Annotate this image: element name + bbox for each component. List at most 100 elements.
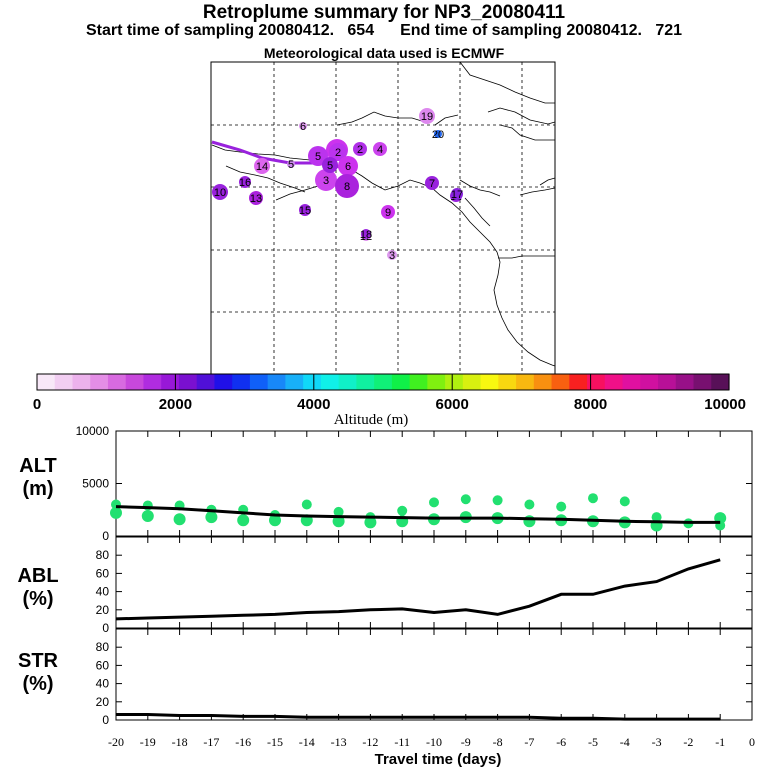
y-tick-label: 80: [96, 548, 110, 562]
plume-marker: 16: [239, 176, 251, 189]
x-axis-label: Travel time (days): [375, 751, 502, 768]
plume-marker-dot: [387, 250, 397, 260]
plume-altitude-point: [651, 512, 662, 523]
panel-alt: 0 5000 10000: [76, 424, 753, 543]
colorbar-cell: [374, 374, 393, 390]
plume-marker: 10: [212, 184, 228, 200]
plume-marker-label: 20: [432, 129, 444, 141]
colorbar-tick-label: 6000: [436, 396, 469, 413]
x-tick-label: -10: [426, 735, 442, 749]
plume-altitude-point: [110, 506, 122, 519]
plume-marker-label: 18: [360, 229, 372, 241]
colorbar-cell: [675, 374, 695, 390]
plume-altitude-point: [333, 506, 344, 517]
plume-markers: 122345567891011121314151617181920563: [212, 108, 463, 262]
plume-altitude-point: [556, 501, 567, 512]
colorbar-cell: [37, 374, 56, 390]
y-tick-label: 5000: [82, 477, 109, 491]
colorbar-tick-label: 8000: [574, 396, 607, 413]
panel-str: 0 20 40 60 80: [96, 628, 753, 727]
colorbar-tick-label: 4000: [297, 396, 330, 413]
y-tick-label: 20: [96, 603, 110, 617]
colorbar-cell: [480, 374, 499, 390]
plume-marker-dot: [381, 205, 395, 219]
start-label: Start time of sampling 20080412.: [85, 22, 335, 39]
plume-marker-dot: [419, 108, 435, 124]
plume-marker-dot: [254, 158, 270, 174]
plume-altitude-point: [429, 497, 439, 508]
plume-marker: 13: [249, 191, 263, 205]
plume-marker: 14: [254, 158, 270, 174]
plume-marker-label: 13: [250, 193, 262, 205]
colorbar-cell: [249, 374, 269, 390]
plume-marker-label: 5: [327, 160, 333, 172]
colorbar-cell: [640, 374, 659, 390]
colorbar-cell: [107, 374, 127, 390]
plume-marker-dot: [299, 122, 307, 130]
x-tick-label: -15: [267, 735, 283, 749]
plume-marker-label: 8: [344, 181, 350, 193]
end-value: 721: [655, 22, 683, 39]
x-tick-label: -20: [108, 735, 124, 749]
plume-marker-dot: [361, 229, 371, 239]
plume-marker-dot: [322, 157, 338, 173]
x-tick-label: -6: [556, 735, 566, 749]
map-frame: [210, 61, 556, 375]
plume-marker-label: 3: [389, 250, 395, 262]
plume-altitude-point: [332, 515, 345, 528]
x-tick-label: -18: [172, 735, 188, 749]
end-label: End time of sampling 20080412.: [400, 22, 642, 39]
colorbar-cell: [604, 374, 624, 390]
plume-marker-label: 4: [377, 144, 383, 156]
plume-marker-label: 17: [451, 189, 463, 201]
plume-marker-dot: [329, 143, 347, 161]
plume-altitude-point: [301, 499, 312, 510]
colorbar-cell: [125, 374, 145, 390]
colorbar-cell: [90, 374, 109, 390]
plume-altitude-point: [492, 495, 503, 506]
colorbar-cell: [196, 374, 216, 390]
plume-altitude-point: [460, 494, 471, 505]
plume-marker-label: 14: [256, 161, 268, 173]
colorbar-cell: [622, 374, 641, 390]
y-tick-label: 0: [102, 713, 109, 727]
plume-marker: 5: [322, 157, 338, 173]
plume-marker-dot: [373, 142, 387, 156]
colorbar-cell: [533, 374, 553, 390]
x-tick-label: -11: [394, 735, 410, 749]
plume-marker: 5: [287, 159, 295, 171]
abl-panel-label: ABL (%): [17, 565, 59, 610]
plume-marker: 17: [451, 188, 463, 201]
y-tick-label: 40: [96, 585, 110, 599]
colorbar-axis-label: Altitude (m): [334, 412, 409, 428]
alt-panel-label: ALT (m): [19, 455, 57, 500]
colorbar-cell: [445, 374, 464, 390]
plume-altitude-point: [397, 505, 408, 516]
x-tick-label: -16: [235, 735, 251, 749]
colorbar-cell: [285, 374, 304, 390]
plume-marker-dot: [299, 204, 311, 216]
colorbar-cell: [214, 374, 233, 390]
y-tick-label: 60: [96, 658, 110, 672]
plume-marker-label: 3: [323, 175, 329, 187]
x-tick-label: -14: [299, 735, 315, 749]
colorbar-frame: [36, 373, 730, 391]
panel-abl: 0 20 40 60 80: [96, 536, 753, 635]
colorbar-cell: [516, 374, 535, 390]
colorbar-cell: [232, 374, 251, 390]
plume-marker: 8: [335, 174, 359, 198]
x-tick-label: -12: [362, 735, 378, 749]
colorbar-cell: [462, 374, 482, 390]
plume-marker: 9: [381, 205, 395, 219]
plume-marker: 6: [299, 121, 307, 133]
x-tick-label: -17: [203, 735, 219, 749]
colorbar-cell: [391, 374, 411, 390]
x-tick-label: -8: [493, 735, 503, 749]
plume-marker: 18: [360, 229, 372, 241]
colorbar-cell: [498, 374, 517, 390]
colorbar-cell: [161, 374, 180, 390]
plume-marker-label: 5: [315, 151, 321, 163]
plume-marker-dot: [353, 142, 367, 156]
plume-altitude-point: [619, 496, 630, 507]
plume-marker-label: 6: [300, 121, 306, 133]
